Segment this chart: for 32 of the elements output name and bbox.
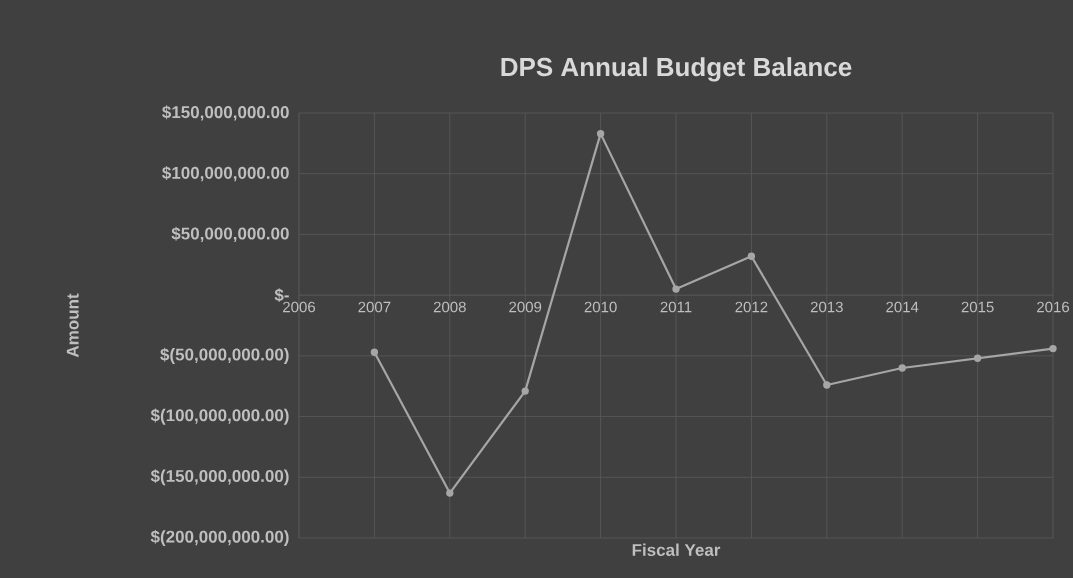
y-axis-title: Amount — [66, 293, 79, 358]
x-tick-label: 2009 — [509, 301, 542, 313]
y-tick-label: $(100,000,000.00) — [150, 408, 289, 425]
y-tick-label: $100,000,000.00 — [162, 166, 289, 182]
x-axis-title: Fiscal Year — [632, 543, 721, 557]
x-tick-label: 2011 — [660, 301, 692, 313]
x-tick-label: 2016 — [1037, 301, 1070, 313]
point — [973, 354, 982, 362]
x-tick-label: 2007 — [358, 301, 391, 313]
point — [747, 252, 756, 260]
point — [446, 489, 454, 497]
x-tick-label: 2013 — [810, 301, 843, 313]
y-tick-label: $(200,000,000.00) — [150, 529, 289, 547]
y-tick-label: $(50,000,000.00) — [160, 347, 289, 364]
y-tick-label: $- — [274, 288, 289, 303]
point — [521, 387, 529, 395]
point — [370, 348, 379, 356]
x-tick-label: 2012 — [735, 301, 768, 313]
x-tick-label: 2010 — [584, 301, 617, 313]
x-tick-label: 2008 — [433, 301, 466, 313]
y-tick-label: $(150,000,000.00) — [150, 469, 289, 486]
x-tick-label: 2014 — [886, 301, 919, 313]
y-tick-label: $50,000,000.00 — [171, 226, 289, 243]
point — [1049, 344, 1057, 353]
y-tick-label: $150,000,000.00 — [162, 105, 289, 121]
point — [898, 364, 906, 372]
x-tick-label: 2015 — [961, 301, 994, 313]
point — [596, 129, 605, 138]
point — [823, 381, 831, 389]
chart-title: DPS Annual Budget Balance — [501, 57, 852, 82]
point — [672, 285, 680, 293]
x-tick-label: 2006 — [283, 301, 316, 313]
